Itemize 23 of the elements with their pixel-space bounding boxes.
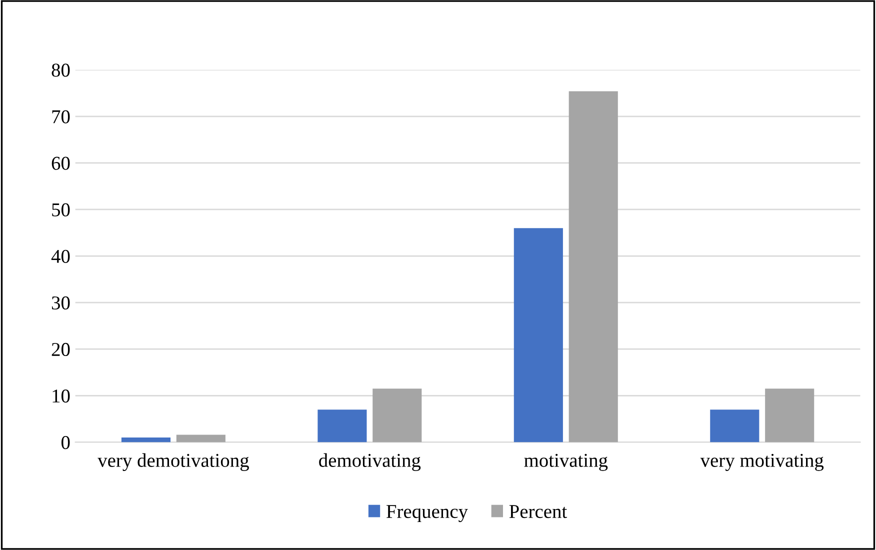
x-tick-label: very demotivationg xyxy=(98,453,249,471)
y-tick-label: 50 xyxy=(52,203,70,216)
y-tick-label: 30 xyxy=(52,296,70,310)
y-tick-label: 10 xyxy=(52,389,70,403)
bar xyxy=(372,388,422,442)
bar xyxy=(568,91,618,442)
y-tick-label: 60 xyxy=(52,156,70,170)
bar xyxy=(514,228,563,442)
x-tick-label: demotivating xyxy=(319,453,421,471)
y-tick-label: 40 xyxy=(51,250,70,263)
legend-label: Percent xyxy=(509,505,568,518)
legend-label: Frequency xyxy=(386,505,468,522)
y-tick-label: 20 xyxy=(52,342,70,356)
x-tick-label: very motivating xyxy=(700,454,824,471)
y-tick-label: 80 xyxy=(52,64,70,77)
y-tick-label: 70 xyxy=(52,110,70,124)
y-tick-label: 0 xyxy=(61,436,70,450)
bar xyxy=(176,434,226,442)
x-tick-label: motivating xyxy=(524,454,608,471)
bar xyxy=(318,410,367,442)
bar xyxy=(121,438,171,442)
bar xyxy=(710,410,760,442)
bar xyxy=(765,388,814,442)
